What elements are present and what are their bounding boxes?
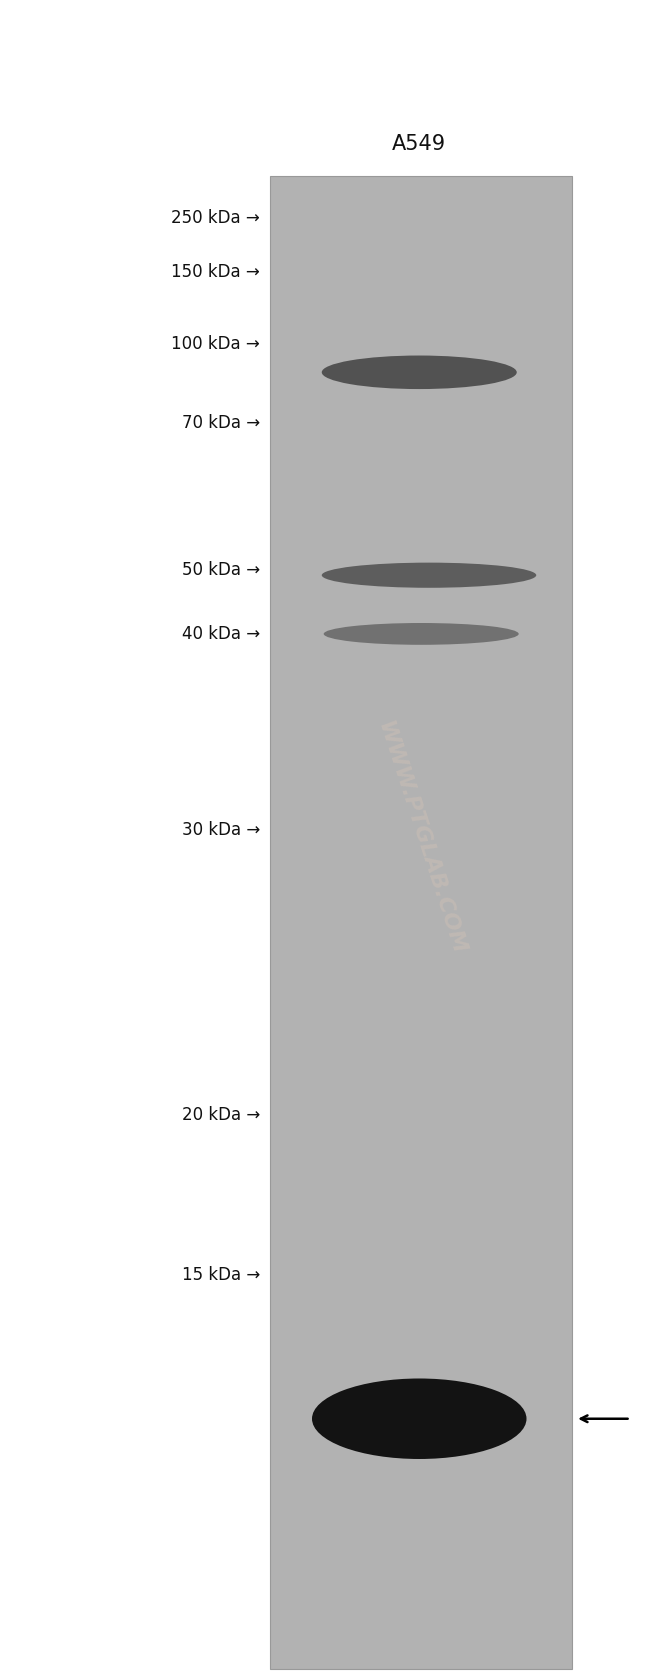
Text: WWW.PTGLAB.COM: WWW.PTGLAB.COM	[374, 719, 468, 958]
Ellipse shape	[322, 356, 517, 389]
Ellipse shape	[322, 563, 536, 589]
Text: 20 kDa →: 20 kDa →	[182, 1107, 260, 1124]
Text: 40 kDa →: 40 kDa →	[182, 626, 260, 642]
Text: 50 kDa →: 50 kDa →	[182, 562, 260, 579]
Text: 30 kDa →: 30 kDa →	[182, 822, 260, 838]
Text: 250 kDa →: 250 kDa →	[171, 210, 260, 226]
Text: A549: A549	[392, 134, 447, 154]
Text: 70 kDa →: 70 kDa →	[182, 414, 260, 431]
Text: 15 kDa →: 15 kDa →	[182, 1266, 260, 1283]
Bar	[270, 176, 572, 1669]
Text: 150 kDa →: 150 kDa →	[171, 263, 260, 280]
Ellipse shape	[324, 624, 519, 644]
Text: 100 kDa →: 100 kDa →	[171, 335, 260, 352]
Ellipse shape	[312, 1378, 526, 1459]
